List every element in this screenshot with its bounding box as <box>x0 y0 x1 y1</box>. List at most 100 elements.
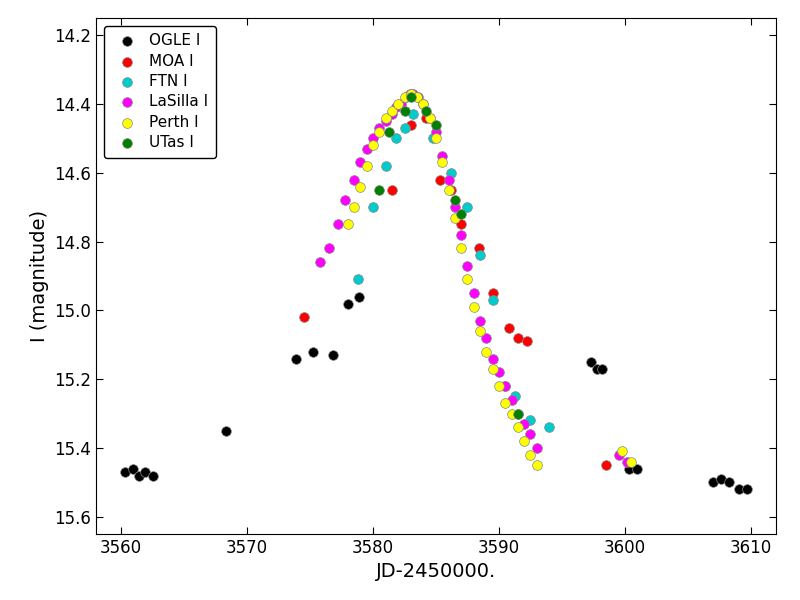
MOA I <box>486 289 499 298</box>
LaSilla I <box>493 368 506 377</box>
LaSilla I <box>524 430 537 439</box>
Perth I <box>505 409 518 418</box>
LaSilla I <box>423 113 436 122</box>
FTN I <box>474 251 486 260</box>
FTN I <box>379 161 392 171</box>
LaSilla I <box>530 443 543 453</box>
MOA I <box>511 333 524 343</box>
Perth I <box>518 436 530 446</box>
Perth I <box>493 381 506 391</box>
LaSilla I <box>366 134 379 143</box>
LaSilla I <box>403 89 416 98</box>
UTas I <box>511 409 524 418</box>
MOA I <box>405 120 418 130</box>
OGLE I <box>741 484 754 494</box>
LaSilla I <box>442 175 455 184</box>
Perth I <box>379 113 392 122</box>
Perth I <box>348 202 361 212</box>
OGLE I <box>118 467 131 477</box>
FTN I <box>407 110 420 119</box>
UTas I <box>430 120 442 130</box>
Perth I <box>467 302 480 312</box>
Perth I <box>392 99 405 109</box>
Perth I <box>373 127 386 136</box>
LaSilla I <box>486 354 499 364</box>
LaSilla I <box>454 230 467 239</box>
Perth I <box>436 158 449 167</box>
UTas I <box>398 106 411 116</box>
OGLE I <box>133 471 146 481</box>
OGLE I <box>290 354 302 364</box>
Perth I <box>454 244 467 253</box>
Perth I <box>461 275 474 284</box>
Perth I <box>386 106 398 116</box>
Y-axis label: I (magnitude): I (magnitude) <box>30 210 49 342</box>
Perth I <box>405 89 418 98</box>
UTas I <box>373 185 386 195</box>
FTN I <box>398 123 411 133</box>
MOA I <box>473 244 486 253</box>
Perth I <box>423 113 436 122</box>
LaSilla I <box>467 289 480 298</box>
X-axis label: JD-2450000.: JD-2450000. <box>376 562 496 581</box>
FTN I <box>543 422 556 432</box>
UTas I <box>419 106 432 116</box>
MOA I <box>445 185 458 195</box>
UTas I <box>405 92 418 102</box>
MOA I <box>419 113 432 122</box>
OGLE I <box>596 364 609 374</box>
LaSilla I <box>390 103 402 112</box>
LaSilla I <box>436 151 449 160</box>
Perth I <box>625 457 638 467</box>
OGLE I <box>631 464 644 473</box>
OGLE I <box>138 467 151 477</box>
LaSilla I <box>331 220 344 229</box>
OGLE I <box>353 292 366 301</box>
MOA I <box>434 175 446 184</box>
Legend: OGLE I, MOA I, FTN I, LaSilla I, Perth I, UTas I: OGLE I, MOA I, FTN I, LaSilla I, Perth I… <box>104 26 216 158</box>
FTN I <box>524 416 537 425</box>
LaSilla I <box>499 381 512 391</box>
Perth I <box>366 140 379 150</box>
Perth I <box>430 134 442 143</box>
FTN I <box>390 134 402 143</box>
Perth I <box>524 450 537 460</box>
Perth I <box>410 92 423 102</box>
Perth I <box>530 460 543 470</box>
LaSilla I <box>339 196 352 205</box>
LaSilla I <box>322 244 335 253</box>
FTN I <box>499 381 512 391</box>
FTN I <box>427 134 440 143</box>
LaSilla I <box>360 144 373 154</box>
LaSilla I <box>386 110 398 119</box>
LaSilla I <box>417 99 430 109</box>
OGLE I <box>126 464 139 473</box>
MOA I <box>502 323 515 332</box>
OGLE I <box>306 347 319 356</box>
Perth I <box>354 182 367 191</box>
UTas I <box>383 127 396 136</box>
OGLE I <box>622 464 635 473</box>
UTas I <box>454 209 467 219</box>
LaSilla I <box>621 457 634 467</box>
LaSilla I <box>354 158 367 167</box>
LaSilla I <box>505 395 518 404</box>
Perth I <box>342 220 354 229</box>
OGLE I <box>342 299 354 308</box>
LaSilla I <box>373 123 386 133</box>
OGLE I <box>219 426 232 436</box>
MOA I <box>386 185 398 195</box>
Perth I <box>511 422 524 432</box>
LaSilla I <box>612 450 625 460</box>
Perth I <box>449 213 462 223</box>
FTN I <box>461 202 474 212</box>
OGLE I <box>723 478 736 487</box>
Perth I <box>474 326 486 336</box>
OGLE I <box>714 474 727 484</box>
Perth I <box>616 446 629 456</box>
Perth I <box>480 347 493 356</box>
LaSilla I <box>348 175 361 184</box>
OGLE I <box>146 471 159 481</box>
LaSilla I <box>394 99 407 109</box>
MOA I <box>520 337 533 346</box>
